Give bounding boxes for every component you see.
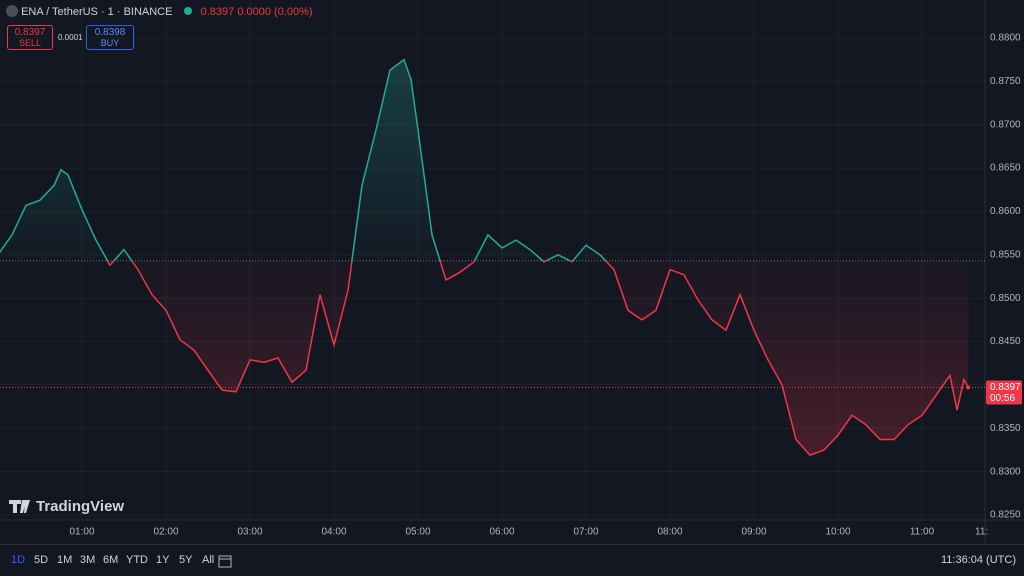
chart: 11: TradingView 0.82500.83000.83500.8400… bbox=[0, 0, 1024, 544]
y-tick-label: 0.8650 bbox=[990, 163, 1021, 174]
tradingview-logo: TradingView bbox=[9, 498, 124, 515]
sell-price: 0.8397 bbox=[14, 27, 46, 38]
range-button[interactable]: 1M bbox=[57, 554, 73, 566]
x-tick-label: 11:00 bbox=[910, 527, 935, 538]
y-tick-label: 0.8600 bbox=[990, 206, 1021, 217]
buy-button[interactable]: 0.8398 BUY bbox=[86, 25, 134, 50]
range-button[interactable]: 5D bbox=[34, 554, 49, 566]
date-range-icon[interactable] bbox=[218, 554, 232, 568]
price-line bbox=[0, 58, 969, 457]
x-tick-label: 04:00 bbox=[321, 527, 346, 538]
x-tick-label: 07:00 bbox=[573, 527, 598, 538]
range-button[interactable]: 1D bbox=[11, 554, 26, 566]
x-tick-label: 01:00 bbox=[69, 527, 94, 538]
symbol-icon bbox=[6, 5, 18, 17]
y-tick-label: 0.8750 bbox=[990, 76, 1021, 87]
change: 0.0000 bbox=[237, 6, 271, 18]
x-tick-label: 08:00 bbox=[657, 527, 682, 538]
x-tick-label: 05:00 bbox=[405, 527, 430, 538]
y-tick-label: 0.8250 bbox=[990, 510, 1021, 521]
symbol-header: ENA / TetherUS · 1 · BINANCE 0.8397 0.00… bbox=[6, 5, 313, 18]
last-price-label: 0.8397 bbox=[990, 382, 1021, 393]
x-tick-label: 10:00 bbox=[825, 527, 850, 538]
symbol-title: ENA / TetherUS · 1 · BINANCE bbox=[21, 6, 173, 18]
logo-text: TradingView bbox=[36, 498, 124, 515]
y-tick-label: 0.8800 bbox=[990, 33, 1021, 44]
y-tick-label: 0.8700 bbox=[990, 119, 1021, 130]
x-tick-label: 02:00 bbox=[153, 527, 178, 538]
y-tick-label: 0.8300 bbox=[990, 466, 1021, 477]
bottom-toolbar: 11:36:04 (UTC) 1D 5D 1M 3M 6M YTD 1Y 5Y All bbox=[0, 544, 1024, 576]
y-tick-label: 0.8450 bbox=[990, 336, 1021, 347]
countdown: 00:56 bbox=[990, 393, 1015, 404]
market-status bbox=[183, 7, 192, 15]
range-button[interactable]: 3M bbox=[80, 554, 96, 566]
change-percent: (0.00%) bbox=[274, 6, 313, 18]
buy-label: BUY bbox=[100, 38, 120, 48]
sell-label: SELL bbox=[18, 38, 42, 48]
baseline-area bbox=[0, 59, 969, 456]
range-button[interactable]: All bbox=[202, 554, 215, 566]
last-price-tag bbox=[986, 380, 1022, 405]
clock: 11:36:04 (UTC) bbox=[941, 554, 1016, 566]
y-tick-label: 0.8350 bbox=[990, 423, 1021, 434]
x-tick-label: 09:00 bbox=[741, 527, 766, 538]
x-tick-label: 03:00 bbox=[237, 527, 262, 538]
range-button[interactable]: 6M bbox=[103, 554, 119, 566]
sell-button[interactable]: 0.8397 SELL bbox=[7, 25, 53, 50]
range-button[interactable]: 5Y bbox=[179, 554, 193, 566]
buy-price: 0.8398 bbox=[94, 27, 126, 38]
last-point bbox=[966, 385, 971, 390]
y-tick-label: 0.8500 bbox=[990, 293, 1021, 304]
range-button[interactable]: YTD bbox=[126, 554, 148, 566]
time-axis-edge-label: 11: bbox=[975, 527, 988, 538]
last-price: 0.8397 bbox=[200, 6, 235, 18]
y-tick-label: 0.8550 bbox=[990, 249, 1021, 260]
x-tick-label: 06:00 bbox=[489, 527, 514, 538]
range-button[interactable]: 1Y bbox=[156, 554, 170, 566]
spread: 0.0001 bbox=[58, 33, 83, 42]
